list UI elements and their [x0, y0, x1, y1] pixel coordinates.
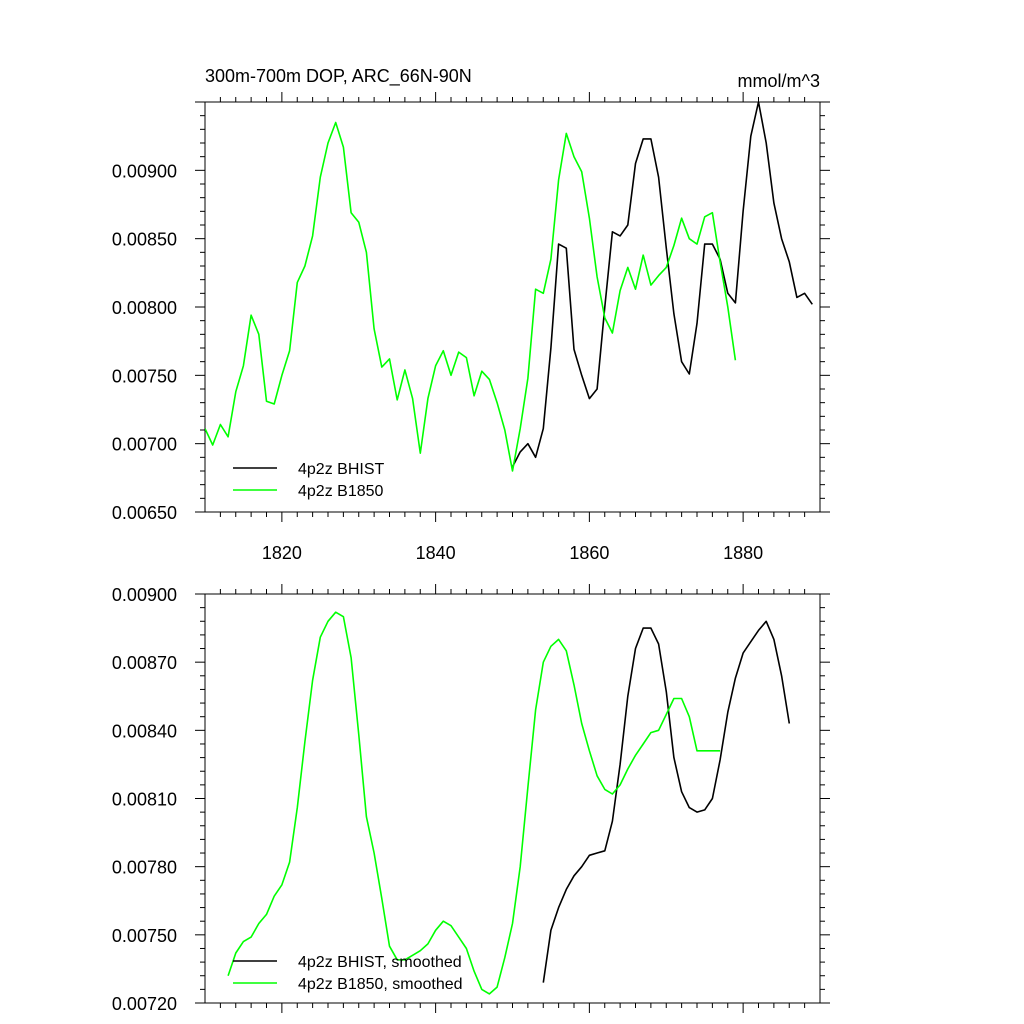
legend-label: 4p2z B1850, smoothed [298, 976, 463, 993]
y-tick-label: 0.00850 [112, 230, 177, 250]
units-label: mmol/m^3 [738, 71, 820, 91]
y-tick-label: 0.00800 [112, 298, 177, 318]
y-tick-label: 0.00840 [112, 721, 177, 741]
y-tick-label: 0.00780 [112, 858, 177, 878]
y-tick-label: 0.00750 [112, 366, 177, 386]
y-tick-label: 0.00750 [112, 926, 177, 946]
y-tick-label: 0.00720 [112, 994, 177, 1014]
legend-label: 4p2z B1850 [298, 483, 384, 500]
plot-frame [204, 593, 821, 1004]
bottom-panel: 0.00720 0.00750 0.00780 0.00810 0.00840 0.008… [112, 584, 830, 1014]
chart-title: 300m-700m DOP, ARC_66N-90N [205, 66, 472, 87]
legend-label: 4p2z BHIST [298, 461, 384, 478]
y-tick-label: 0.00650 [112, 503, 177, 523]
series-line-bhist [511, 102, 813, 468]
x-tick-label: 1860 [569, 543, 609, 563]
series-line-b1850 [227, 611, 721, 995]
x-tick-label: 1880 [723, 543, 763, 563]
y-tick-label: 0.00900 [112, 161, 177, 181]
y-tick-label: 0.00810 [112, 790, 177, 810]
series-line-bhist [542, 620, 791, 983]
y-tick-label: 0.00870 [112, 653, 177, 673]
x-tick-label: 1840 [416, 543, 456, 563]
x-tick-label: 1820 [262, 543, 302, 563]
y-tick-label: 0.00900 [112, 585, 177, 605]
y-tick-label: 0.00700 [112, 435, 177, 455]
top-panel: 1820 1840 1860 1880 0.00650 0.00700 0.00750 0.0… [112, 66, 830, 563]
legend-label: 4p2z BHIST, smoothed [298, 954, 462, 971]
series-line-b1850 [205, 121, 737, 472]
